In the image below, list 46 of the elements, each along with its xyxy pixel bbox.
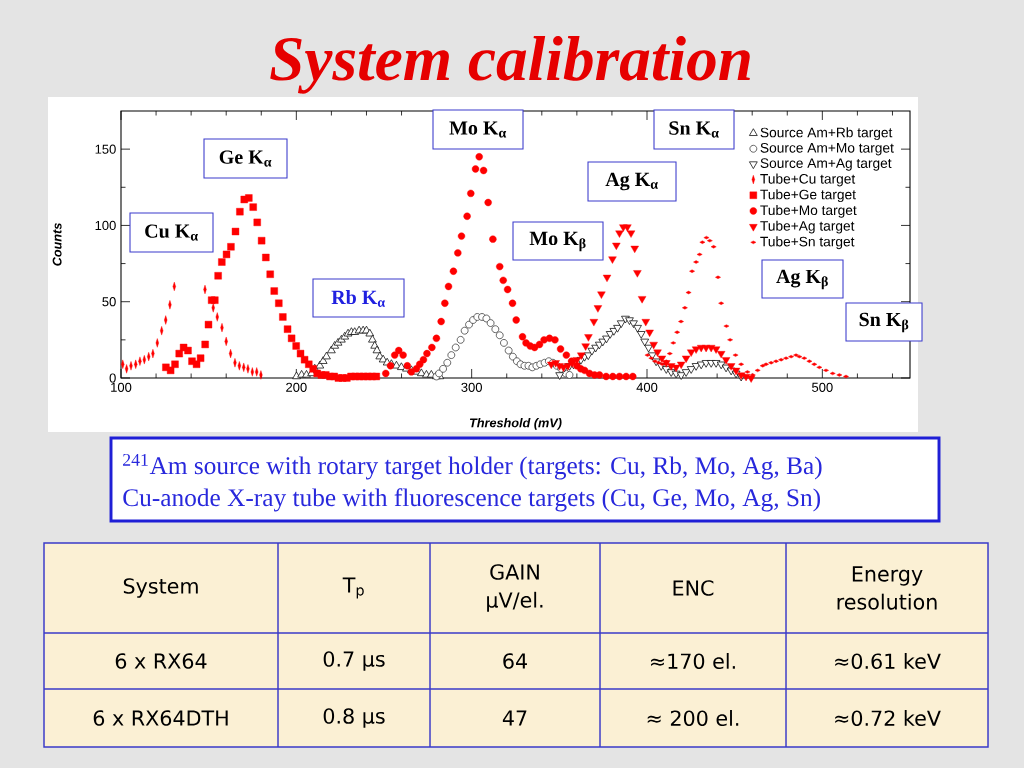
legend-label: Source Am+Mo target	[760, 142, 894, 156]
text: 0.7 μs	[323, 651, 385, 671]
annotation: Ge K$_{α}$	[219, 150, 272, 167]
legend-label: Tube+Ag target	[760, 220, 855, 234]
annotation: Ag K$_{α}$	[605, 172, 658, 191]
legend-label: Tube+Sn target	[760, 236, 855, 250]
text: 64	[503, 653, 527, 669]
legend-label: Source Am+Rb target	[760, 127, 893, 141]
y-tick-label: 100	[95, 220, 116, 231]
text: ≈170 el.	[651, 653, 735, 669]
legend-label: Tube+Ge target	[760, 189, 856, 203]
category-label: T$_{p}$	[342, 577, 364, 599]
category-label: System	[123, 578, 198, 598]
annotation: Mo K$_{β}$	[529, 231, 586, 252]
annotation: Sn K$_{α}$	[669, 121, 719, 138]
y-axis-title: Counts	[52, 223, 62, 266]
legend-label: Tube+Mo target	[760, 204, 857, 218]
category-label: ENC	[673, 580, 714, 596]
y-tick-label: 50	[102, 297, 116, 307]
y-tick-label: 150	[95, 144, 116, 154]
text: ≈ 200 el.	[647, 710, 739, 726]
text: ≈0.61 keV	[835, 653, 941, 669]
annotation: Cu K$_{α}$	[145, 224, 198, 241]
text: 47	[502, 710, 527, 726]
x-tick-label: 100	[111, 382, 132, 392]
text: $^{241}$Am source with rotary target holder (targets: Cu, Rb, Mo, Ag, Ba)	[123, 453, 822, 480]
x-tick-label: 400	[636, 382, 658, 392]
x-tick-label: 500	[812, 382, 833, 392]
chart-title: System calibration	[270, 36, 750, 94]
category-label: GAIN μV/el.	[487, 564, 543, 612]
text: 0.8 μs	[323, 708, 385, 728]
annotation: Rb K$_{α}$	[331, 290, 386, 307]
x-tick-label: 300	[461, 382, 483, 392]
annotation: Ag K$_{β}$	[776, 269, 828, 290]
x-axis-title: Threshold (mV)	[469, 418, 562, 430]
category-label: Energy resolution	[837, 566, 937, 610]
text: Cu-anode X-ray tube with fluorescence targets (Cu, Ge, Mo, Ag, Sn)	[123, 488, 820, 512]
text: 6 x RX64	[115, 653, 207, 669]
x-tick-label: 200	[286, 382, 307, 392]
y-tick-label: 0	[109, 373, 116, 383]
text: 6 x RX64DTH	[93, 710, 228, 726]
legend-label: Source Am+Ag target	[760, 158, 892, 171]
legend-label: Tube+Cu target	[760, 173, 856, 187]
annotation: Mo K$_{α}$	[449, 121, 507, 138]
text: ≈0.72 keV	[835, 710, 941, 726]
annotation: Sn K$_{β}$	[859, 312, 909, 333]
